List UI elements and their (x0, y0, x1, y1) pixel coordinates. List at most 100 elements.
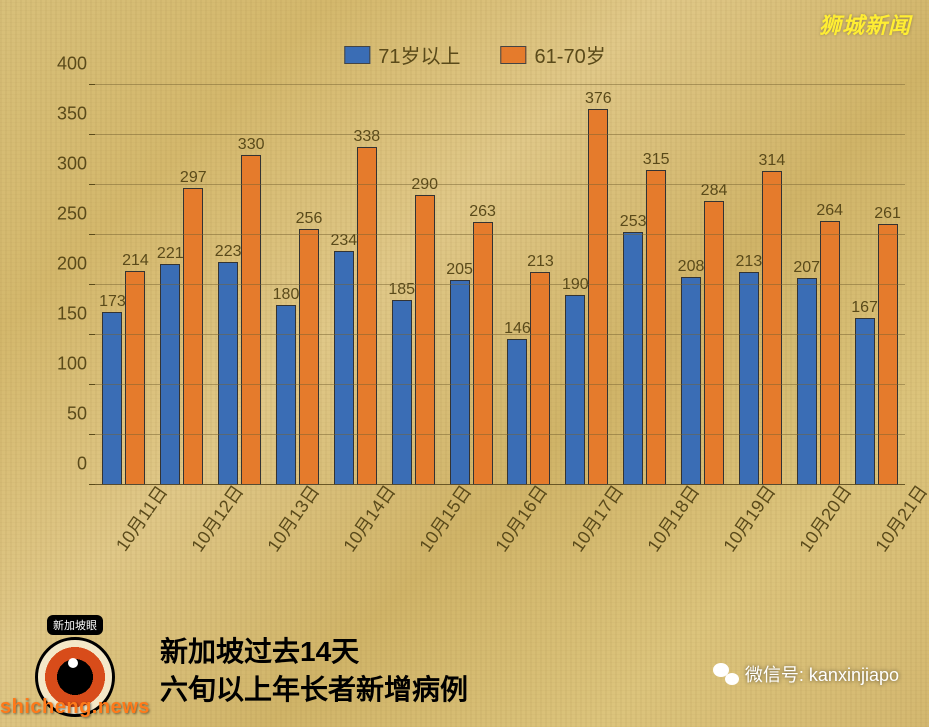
x-tick-label: 10月19日 (716, 479, 781, 556)
bar-group: 180256 (269, 85, 327, 485)
title-line-1: 新加坡过去14天 (160, 633, 468, 671)
bar-value-label: 223 (215, 243, 242, 261)
bar: 223 (218, 262, 238, 485)
logo-badge: 新加坡眼 (47, 615, 103, 635)
watermark-bottom-left: shicheng.news (0, 696, 150, 719)
bar-group: 190376 (558, 85, 616, 485)
bar-value-label: 173 (99, 293, 126, 311)
bar-value-label: 253 (620, 213, 647, 231)
gridline (95, 434, 905, 435)
bar: 263 (473, 222, 493, 485)
x-axis-labels: 10月11日10月12日10月13日10月14日10月15日10月16日10月1… (95, 490, 905, 516)
bar-value-label: 264 (816, 202, 843, 220)
bar-chart: 71岁以上61-70岁 1732142212972233301802562343… (40, 40, 910, 600)
bar: 284 (704, 201, 724, 485)
bar-group: 167261 (847, 85, 905, 485)
y-tick-label: 0 (77, 454, 87, 475)
bar-value-label: 190 (562, 276, 589, 294)
bar: 315 (646, 170, 666, 485)
bar: 297 (183, 188, 203, 485)
y-tick-mark (89, 84, 95, 85)
bar-group: 207264 (789, 85, 847, 485)
bar: 330 (241, 155, 261, 485)
bar-value-label: 314 (759, 152, 786, 170)
bar-value-label: 256 (296, 210, 323, 228)
bar: 167 (855, 318, 875, 485)
y-tick-label: 200 (57, 254, 87, 275)
x-tick-label: 10月20日 (792, 479, 857, 556)
y-tick-mark (89, 234, 95, 235)
bar-value-label: 146 (504, 320, 531, 338)
x-tick-label: 10月16日 (488, 479, 553, 556)
legend-item: 61-70岁 (501, 40, 606, 69)
y-tick-label: 150 (57, 304, 87, 325)
y-tick-mark (89, 484, 95, 485)
x-tick-label: 10月11日 (109, 480, 173, 556)
bar: 290 (415, 195, 435, 485)
y-tick-label: 50 (67, 404, 87, 425)
legend-swatch (344, 46, 370, 64)
y-tick-label: 400 (57, 54, 87, 75)
y-tick-label: 300 (57, 154, 87, 175)
bar-group: 208284 (674, 85, 732, 485)
x-tick-label: 10月15日 (412, 479, 477, 556)
bar: 253 (623, 232, 643, 485)
bar-group: 146 213 (500, 85, 558, 485)
bar: 221 (160, 264, 180, 485)
x-tick-label: 10月18日 (640, 479, 705, 556)
bar: 185 (392, 300, 412, 485)
bar-value-label: 221 (157, 245, 184, 263)
bar: 261 (878, 224, 898, 485)
legend: 71岁以上 61-70岁 (344, 40, 605, 69)
bar: 213 (739, 272, 759, 485)
bar: 180 (276, 305, 296, 485)
bar-value-label: 180 (273, 286, 300, 304)
bar-value-label: 167 (851, 299, 878, 317)
bar: 256 (299, 229, 319, 485)
bar-value-label: 207 (793, 259, 820, 277)
legend-label: 61-70岁 (535, 40, 606, 69)
bar: 314 (762, 171, 782, 485)
watermark-top-right: 狮城新闻 (819, 8, 911, 40)
x-tick-label: 10月17日 (564, 479, 629, 556)
title-line-2: 六旬以上年长者新增病例 (160, 671, 468, 709)
bar-group: 223330 (211, 85, 269, 485)
bar-value-label: 338 (354, 128, 381, 146)
bar-value-label: 261 (874, 205, 901, 223)
bar: 234 (334, 251, 354, 485)
wechat-icon (713, 663, 739, 685)
bar-group: 213314 (731, 85, 789, 485)
gridline (95, 284, 905, 285)
bar-group: 234 338 (326, 85, 384, 485)
bar: 264 (820, 221, 840, 485)
bar-value-label: 376 (585, 90, 612, 108)
bar: 207 (797, 278, 817, 485)
plot-area: 1732142212972233301802562343381852902052… (95, 85, 905, 485)
gridline (95, 384, 905, 385)
wechat-info: 微信号: kanxinjiapo (713, 661, 899, 687)
gridline (95, 234, 905, 235)
footer: 新加坡眼 shicheng.news 新加坡过去14天 六旬以上年长者新增病例 … (0, 607, 929, 727)
bar-group: 221297 (153, 85, 211, 485)
bar: 190 (565, 295, 585, 485)
wechat-label: 微信号: kanxinjiapo (745, 661, 899, 687)
y-tick-label: 350 (57, 104, 87, 125)
bar: 376 (588, 109, 608, 485)
y-tick-mark (89, 184, 95, 185)
y-tick-mark (89, 434, 95, 435)
y-tick-mark (89, 334, 95, 335)
bar-value-label: 205 (446, 261, 473, 279)
bar: 214 (125, 271, 145, 485)
legend-swatch (501, 46, 527, 64)
bar: 208 (681, 277, 701, 485)
bar-value-label: 290 (411, 176, 438, 194)
legend-item: 71岁以上 (344, 40, 460, 69)
gridline (95, 484, 905, 485)
bar-groups: 1732142212972233301802562343381852902052… (95, 85, 905, 485)
y-tick-mark (89, 284, 95, 285)
gridline (95, 184, 905, 185)
gridline (95, 334, 905, 335)
bar: 173 (102, 312, 122, 485)
bar-value-label: 213 (527, 253, 554, 271)
gridline (95, 84, 905, 85)
